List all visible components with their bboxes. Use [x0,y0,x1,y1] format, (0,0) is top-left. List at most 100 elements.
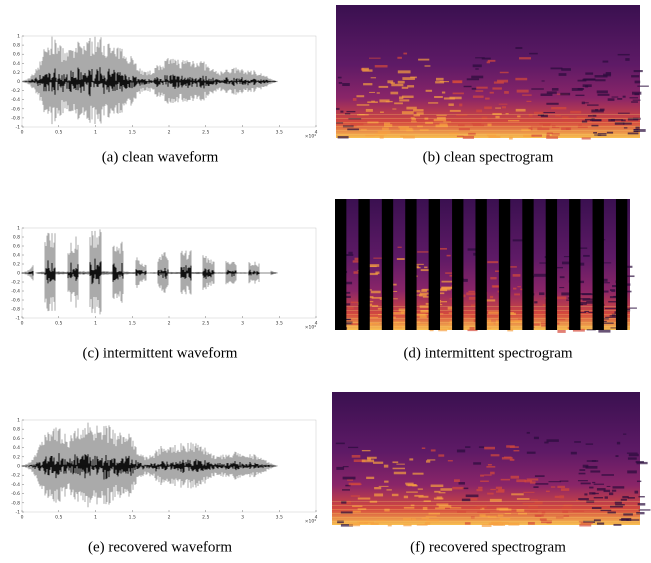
spectral-texture [379,99,390,103]
spectral-texture [423,500,431,503]
spectral-texture [436,247,447,250]
spectral-texture [614,122,625,125]
spectral-texture [411,118,416,121]
spectral-texture [531,88,544,90]
spectral-texture [625,58,630,61]
spectral-texture [490,471,495,475]
spectral-texture [565,127,570,131]
spectral-texture [557,329,566,333]
spectral-texture [384,480,389,483]
y-tick-label: 1 [17,418,20,424]
spectral-texture [578,498,589,501]
spectral-texture [347,128,359,131]
spectral-texture [350,122,364,126]
spectral-texture [363,83,373,86]
y-tick-label: 0.4 [13,61,20,67]
spectral-texture [449,109,461,112]
x-tick-label: 0 [21,515,24,521]
spectral-texture [430,449,436,452]
axis-exponent: ×10⁴ [305,519,316,525]
spectral-texture [402,77,415,80]
spectral-texture [587,104,599,106]
spectral-texture [495,107,502,109]
spectral-texture [636,461,648,465]
y-tick-label: -0.6 [11,491,20,497]
spectral-texture [597,93,610,96]
spectral-texture [493,81,504,84]
spectral-texture [499,71,509,74]
spectral-texture [391,83,404,87]
spectral-texture [336,122,344,124]
spectral-texture [513,450,520,452]
spectral-texture [364,520,374,524]
spectral-texture [491,522,503,526]
harmonic-band [332,521,640,522]
panel: -1 -0.8 -0.6 -0.4 -0.2 0 0.2 0.4 0.6 0.8 1 0 0.5 1 1.5… [11,226,317,362]
spectral-texture [548,481,562,483]
gap-stripe [428,199,440,330]
spectral-texture [622,95,626,98]
spectral-texture [396,463,405,465]
spectral-texture [471,122,482,125]
spectral-texture [570,110,582,114]
spectral-texture [496,490,505,493]
spectral-texture [475,68,479,70]
spectral-texture [495,115,500,119]
spectral-texture [348,117,362,120]
spectral-texture [338,81,343,84]
spectral-texture [443,121,452,123]
spectral-texture [418,58,430,61]
spectral-texture [424,522,431,525]
spectral-texture [577,298,591,300]
spectral-texture [486,61,491,64]
spectral-texture [509,312,516,315]
spectral-texture [337,136,349,139]
spectral-texture [584,493,588,496]
spectral-texture [410,117,415,119]
y-tick-label: 0.8 [13,43,20,49]
spectral-texture [367,317,379,319]
spectral-texture [384,508,390,512]
spectral-texture [365,134,375,137]
x-tick-label: 0.5 [55,321,62,327]
spectral-texture [368,57,381,59]
spectral-texture [393,471,407,475]
spectral-texture [489,91,494,94]
spectral-texture [390,91,399,95]
spectral-texture [593,496,604,499]
x-tick-label: 3.5 [276,515,283,521]
spectral-texture [540,93,553,96]
spectral-texture [608,300,620,303]
y-tick-label: -0.4 [11,289,20,295]
harmonic-band [332,501,640,502]
spectral-texture [461,498,471,502]
spectral-texture [550,486,556,488]
spectral-texture [490,277,497,280]
x-tick-label: 2.5 [202,130,209,136]
spectral-texture [576,116,587,119]
spectral-texture [337,76,342,79]
spectral-texture [350,301,362,304]
spectral-texture [358,114,365,116]
spectral-texture [370,522,379,525]
spectral-texture [599,317,609,320]
spectral-texture [401,86,409,89]
spectral-texture [552,318,566,321]
y-tick-label: -0.2 [11,473,20,479]
spectral-texture [510,320,522,324]
spectral-texture [619,519,629,521]
spectral-texture [563,121,568,123]
spectral-texture [610,119,623,121]
axis-exponent: ×10⁴ [305,134,316,140]
spectral-texture [544,441,549,444]
spectral-texture [636,511,645,515]
spectral-texture [360,128,367,131]
spectral-texture [371,297,381,299]
spectral-texture [453,479,460,482]
spectral-texture [399,99,410,102]
spectral-texture [534,501,543,505]
spectral-texture [456,449,466,453]
spectral-texture [626,452,638,454]
spectral-texture [529,52,538,55]
spectral-texture [473,462,482,465]
